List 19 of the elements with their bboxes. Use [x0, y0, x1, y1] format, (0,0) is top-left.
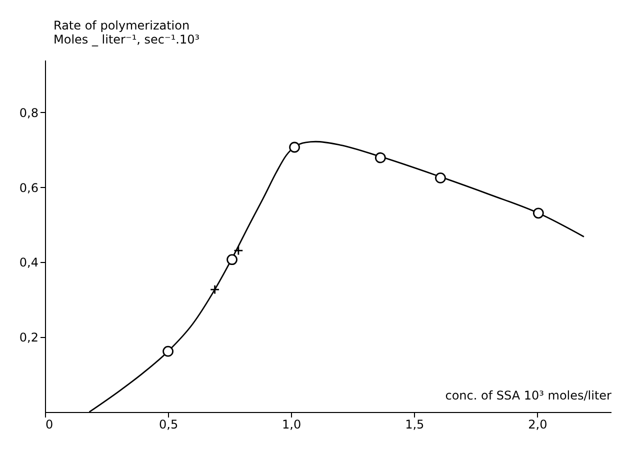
- x-tick-label: 2,0: [528, 418, 548, 432]
- y-tick-label: 0,8: [19, 106, 38, 120]
- point: [226, 254, 238, 266]
- point: [234, 246, 244, 256]
- y-axis-title: Rate of polymerization Moles _ liter⁻¹, sec⁻¹.10³: [54, 18, 200, 46]
- point: [162, 346, 174, 357]
- x-tick-label: 1,0: [282, 418, 302, 432]
- x-tick-label: 1,5: [405, 418, 424, 432]
- x-tick-label: 0: [46, 418, 54, 432]
- y-tick-label: 0,6: [19, 180, 38, 195]
- point: [532, 208, 544, 219]
- x-tick-label: 0,5: [158, 418, 178, 432]
- y-tick-label: 0,2: [19, 330, 38, 345]
- point: [435, 172, 446, 184]
- point: [374, 152, 386, 164]
- point: [210, 284, 220, 294]
- y-tick-label: 0,4: [19, 256, 38, 270]
- point: [289, 142, 300, 153]
- x-axis-title: conc. of SSA 10³ moles/liter: [445, 388, 612, 402]
